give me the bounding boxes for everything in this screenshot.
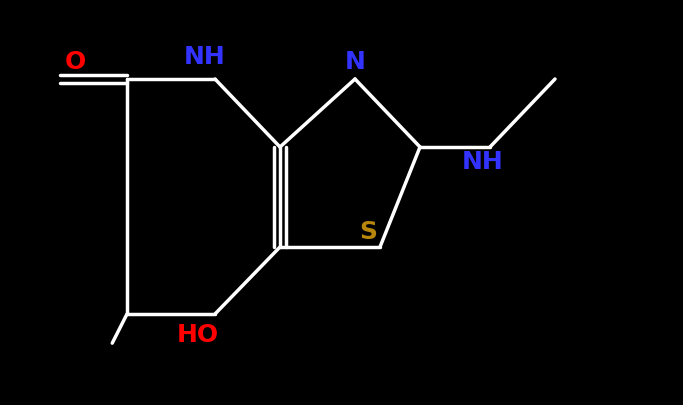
- Text: NH: NH: [462, 149, 504, 174]
- Text: HO: HO: [177, 322, 219, 346]
- Text: O: O: [64, 50, 85, 74]
- Text: N: N: [344, 50, 365, 74]
- Text: NH: NH: [184, 45, 226, 69]
- Text: S: S: [359, 220, 377, 243]
